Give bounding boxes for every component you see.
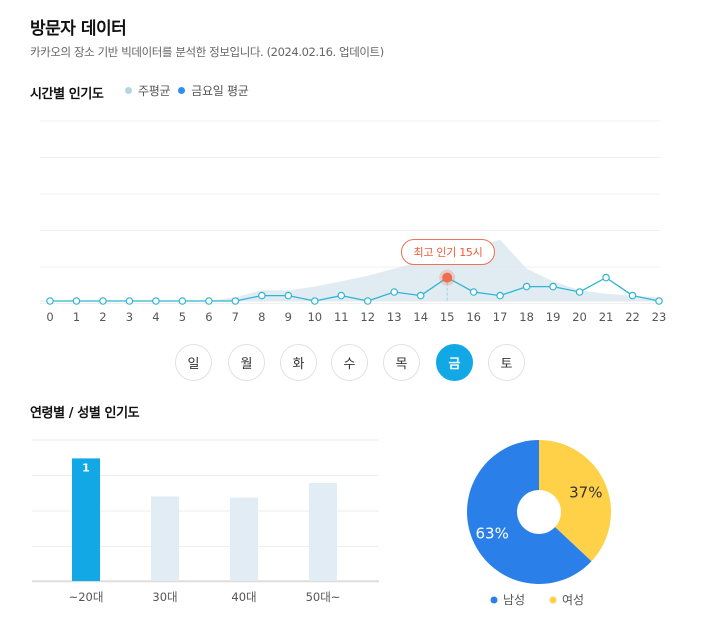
friday-point: [258, 291, 266, 300]
age-bar-value-label: 1: [82, 461, 90, 474]
friday-point: [469, 288, 478, 296]
day-button-thu[interactable]: 목: [383, 344, 420, 381]
x-tick-label: 21: [599, 310, 614, 324]
page-title: 방문자 데이터: [30, 19, 127, 39]
age-bar: [309, 482, 337, 581]
legend-dot-week-avg: [125, 87, 132, 94]
friday-point: [363, 297, 372, 305]
age-category-label: ~20대: [69, 590, 104, 604]
x-tick-label: 22: [625, 310, 640, 324]
pie-slice-male: [467, 440, 592, 584]
legend-label-female: 여성: [562, 593, 584, 607]
x-tick-label: 0: [46, 310, 53, 324]
x-tick-label: 17: [493, 310, 508, 324]
peak-point: [442, 272, 453, 283]
pie-slice-female: [539, 440, 611, 562]
day-button-fri[interactable]: 금: [436, 344, 473, 381]
legend-dot-male: [490, 596, 498, 604]
week-average-area: [50, 239, 659, 301]
friday-point: [628, 291, 637, 300]
day-button-wed[interactable]: 수: [331, 344, 368, 381]
friday-point: [125, 297, 134, 305]
friday-point: [549, 282, 557, 291]
age-bar: [151, 496, 179, 581]
friday-point: [152, 297, 160, 305]
page-description: 카카오의 장소 기반 빅데이터를 분석한 정보입니다. (2024.02.16.…: [30, 45, 384, 59]
day-button-sat[interactable]: 토: [488, 344, 525, 381]
friday-average-line: [50, 276, 660, 302]
x-tick-label: 18: [519, 310, 534, 324]
legend-label-week-avg: 주평균: [138, 84, 171, 98]
day-selector: 일 월 화 수 목 금 토: [0, 344, 704, 384]
friday-point: [310, 297, 319, 305]
friday-point: [205, 297, 213, 305]
x-tick-label: 2: [99, 310, 106, 324]
day-button-mon[interactable]: 월: [228, 344, 265, 381]
friday-point: [575, 288, 584, 296]
day-button-tue[interactable]: 화: [280, 344, 317, 381]
x-tick-label: 5: [179, 310, 186, 324]
friday-point: [602, 273, 610, 282]
hourly-line-chart: 0 1 2 3 4 5 6 7 8 9 10 11 12 13 14 15 16 17 18 19 20 21 22 23: [40, 120, 667, 324]
pie-center-hole: [517, 490, 561, 534]
day-button-sun[interactable]: 일: [175, 344, 212, 381]
friday-point: [178, 297, 187, 305]
legend-item-friday-avg: 금요일 평균: [178, 82, 249, 99]
pie-label-male: 63%: [476, 524, 509, 542]
age-bar: [230, 497, 258, 581]
peak-tooltip: 최고 인기 15시: [401, 239, 495, 265]
x-tick-label: 8: [258, 310, 265, 324]
x-tick-label: 13: [387, 310, 402, 324]
age-category-label: 30대: [152, 590, 177, 604]
friday-point: [390, 288, 399, 296]
age-category-label: 40대: [231, 590, 256, 604]
x-tick-label: 9: [285, 310, 292, 324]
legend-label-male: 남성: [503, 593, 525, 607]
legend-dot-friday-avg: [178, 87, 186, 94]
x-tick-label: 1: [73, 310, 80, 324]
friday-point: [496, 291, 504, 300]
x-tick-label: 6: [205, 310, 212, 324]
x-tick-label: 23: [652, 310, 667, 324]
friday-point: [46, 297, 54, 305]
x-tick-label: 15: [440, 310, 455, 324]
legend-item-week-avg: 주평균: [125, 82, 171, 99]
friday-point: [284, 291, 293, 300]
friday-point: [416, 291, 425, 300]
x-tick-label: 12: [360, 310, 375, 324]
x-tick-label: 10: [307, 310, 322, 324]
x-tick-label: 11: [334, 310, 349, 324]
x-tick-label: 16: [466, 310, 481, 324]
friday-point: [231, 297, 240, 305]
demographics-section-title: 연령별 / 성별 인기도: [30, 406, 140, 421]
friday-point: [72, 297, 81, 305]
x-tick-label: 19: [546, 310, 561, 324]
friday-point: [99, 297, 107, 305]
x-tick-label: 4: [152, 310, 159, 324]
x-tick-label: 14: [413, 310, 428, 324]
age-category-label: 50대~: [306, 590, 341, 604]
hourly-legend: 주평균 금요일 평균: [125, 82, 256, 99]
x-tick-label: 7: [232, 310, 239, 324]
hourly-section-title: 시간별 인기도: [30, 87, 104, 102]
x-tick-label: 20: [572, 310, 587, 324]
x-tick-label: 3: [126, 310, 133, 324]
legend-label-friday-avg: 금요일 평균: [191, 84, 249, 98]
friday-point: [655, 297, 663, 305]
age-bar: [72, 458, 100, 581]
pie-label-female: 37%: [569, 484, 602, 502]
legend-dot-female: [549, 596, 557, 604]
friday-point: [522, 282, 531, 291]
friday-point: [337, 291, 346, 300]
